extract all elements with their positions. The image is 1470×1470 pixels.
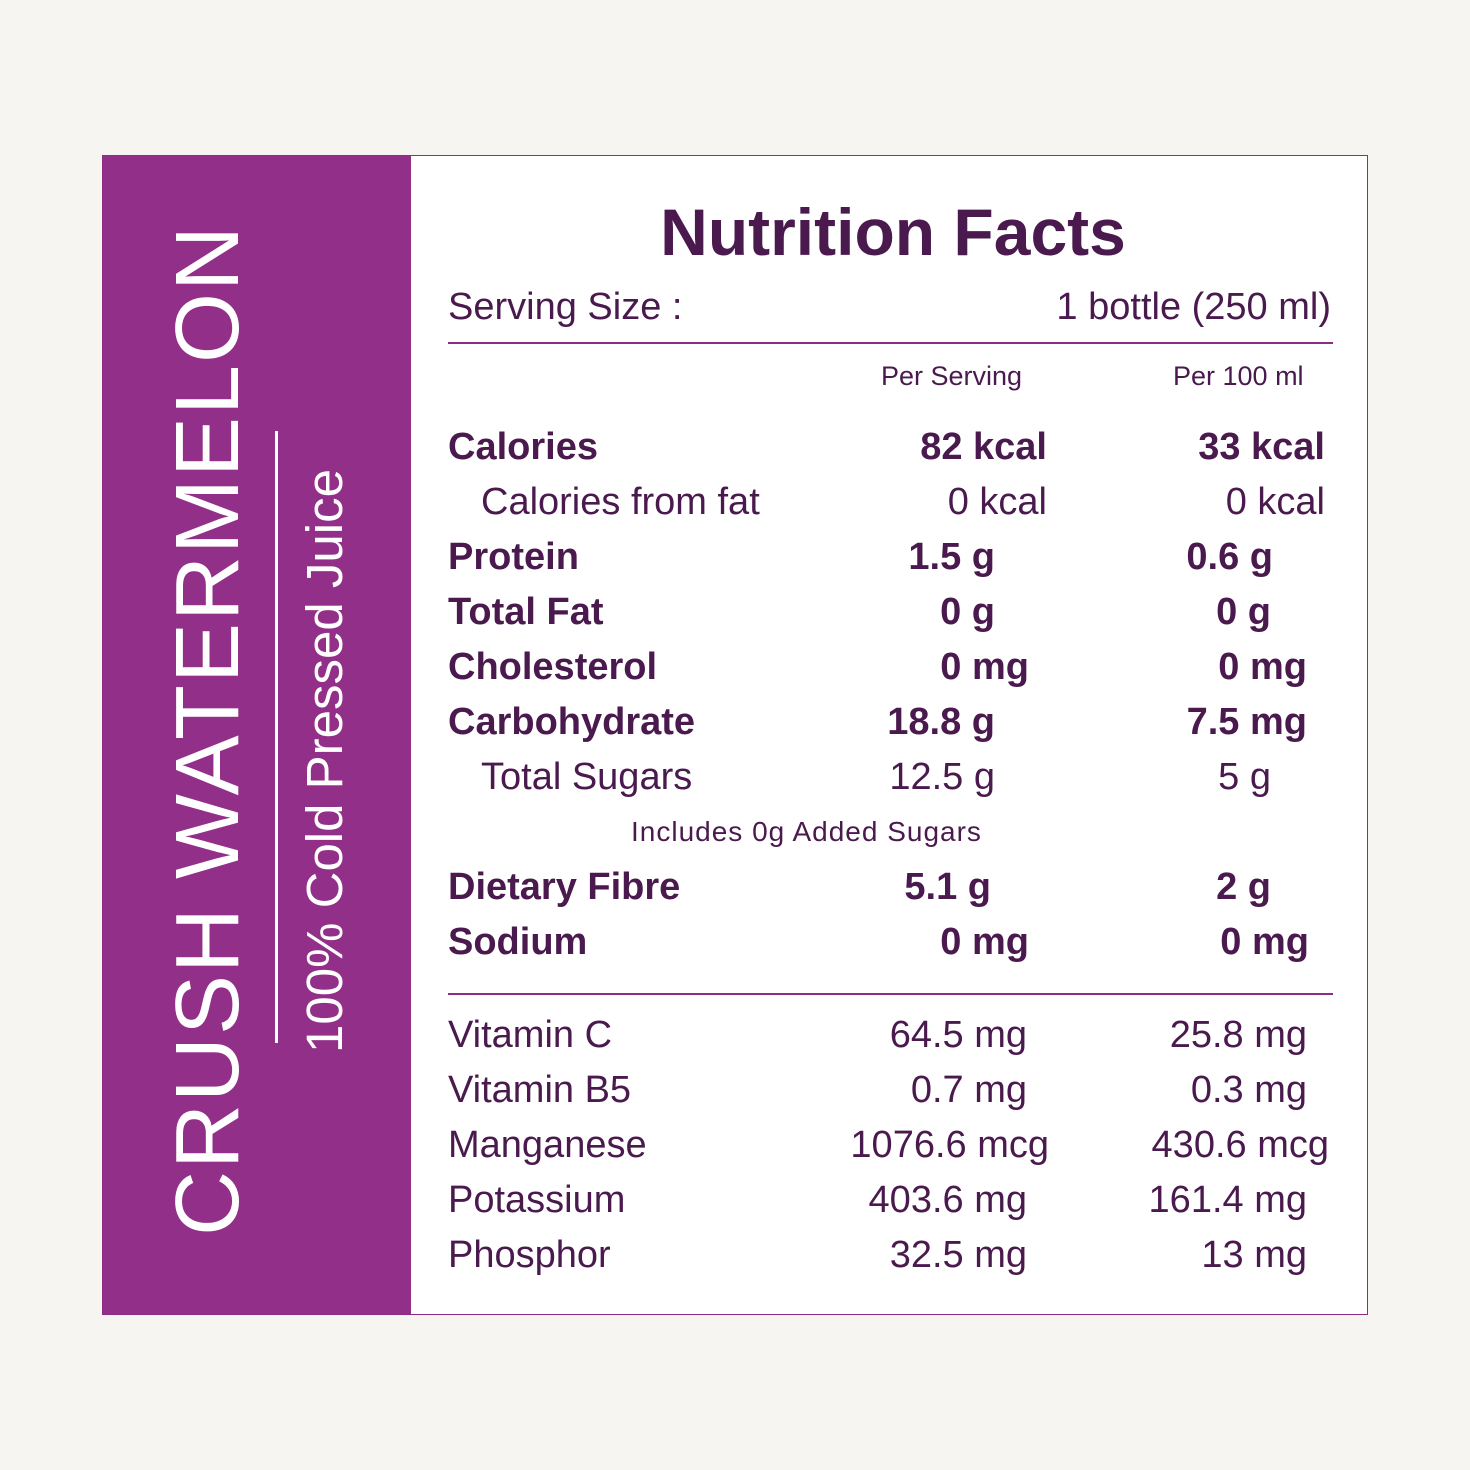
value-per-100ml: 0.6 g [1186, 536, 1273, 578]
value-per-serving: 0 mg [940, 646, 1029, 688]
value-per-serving: 0 g [940, 591, 995, 633]
value-per-100ml: 161.4 mg [1148, 1179, 1307, 1221]
vitamin-row-vitamin-c: Vitamin C 64.5 mg 25.8 mg [103, 1014, 1367, 1069]
brand-sidebar: CRUSH WATERMELON 100% Cold Pressed Juice [103, 156, 411, 1314]
nutrient-name: Sodium [448, 921, 588, 963]
serving-size-label: Serving Size : [448, 286, 683, 328]
nutrient-name: Cholesterol [448, 646, 658, 688]
value-per-serving: 0 mg [940, 921, 1029, 963]
nutrient-name: Dietary Fibre [448, 866, 681, 908]
value-per-100ml: 430.6 mcg [1151, 1124, 1329, 1166]
value-per-serving: 64.5 mg [889, 1014, 1027, 1056]
value-per-serving: 0.7 mg [910, 1069, 1027, 1111]
vitamin-name: Vitamin B5 [448, 1069, 632, 1111]
value-per-100ml: 25.8 mg [1169, 1014, 1307, 1056]
value-per-100ml: 0 g [1216, 591, 1271, 633]
value-per-100ml: 5 g [1218, 756, 1271, 798]
nutrient-row-dietary-fibre: Dietary Fibre 5.1 g 2 g [103, 866, 1367, 921]
value-per-100ml: 7.5 mg [1186, 701, 1307, 743]
nutrient-row-cholesterol: Cholesterol 0 mg 0 mg [103, 646, 1367, 701]
nutrient-name: Calories [448, 426, 598, 468]
column-header-per-serving: Per Serving [881, 361, 1023, 391]
value-per-serving: 1.5 g [908, 536, 995, 578]
vitamin-name: Phosphor [448, 1234, 611, 1276]
vitamin-name: Manganese [448, 1124, 647, 1166]
vitamin-name: Potassium [448, 1179, 626, 1221]
added-sugars-note: Includes 0g Added Sugars [631, 816, 982, 847]
value-per-100ml: 33 kcal [1198, 426, 1325, 468]
nutrient-row-carbohydrate: Carbohydrate 18.8 g 7.5 mg [103, 701, 1367, 756]
nutrient-row-calories: Calories 82 kcal 33 kcal [103, 426, 1367, 481]
label-title: Nutrition Facts [660, 195, 1126, 269]
nutrient-name: Total Sugars [481, 756, 693, 798]
column-header-per-100ml: Per 100 ml [1173, 361, 1304, 391]
vitamin-row-vitamin-b5: Vitamin B5 0.7 mg 0.3 mg [103, 1069, 1367, 1124]
nutrient-name: Protein [448, 536, 579, 578]
nutrient-row-protein: Protein 1.5 g 0.6 g [103, 536, 1367, 591]
value-per-100ml: 2 g [1216, 866, 1271, 908]
nutrient-name: Carbohydrate [448, 701, 696, 743]
nutrient-row-total-sugars: Total Sugars 12.5 g 5 g [103, 756, 1367, 811]
value-per-100ml: 0.3 mg [1190, 1069, 1307, 1111]
divider-vitamins [448, 993, 1333, 995]
value-per-100ml: 13 mg [1201, 1234, 1307, 1276]
serving-size-value: 1 bottle (250 ml) [1056, 286, 1331, 328]
nutrient-row-sodium: Sodium 0 mg 0 mg [103, 921, 1367, 976]
sidebar-divider [275, 431, 278, 1043]
vitamin-row-phosphor: Phosphor 32.5 mg 13 mg [103, 1234, 1367, 1289]
value-per-serving: 32.5 mg [889, 1234, 1027, 1276]
value-per-serving: 5.1 g [904, 866, 991, 908]
value-per-serving: 403.6 mg [868, 1179, 1027, 1221]
value-per-serving: 18.8 g [887, 701, 995, 743]
divider-top [448, 342, 1333, 344]
nutrient-row-total-fat: Total Fat 0 g 0 g [103, 591, 1367, 646]
value-per-serving: 82 kcal [920, 426, 1047, 468]
value-per-100ml: 0 mg [1220, 921, 1309, 963]
vitamin-row-potassium: Potassium 403.6 mg 161.4 mg [103, 1179, 1367, 1234]
value-per-serving: 0 kcal [947, 481, 1047, 523]
vitamin-row-manganese: Manganese 1076.6 mcg 430.6 mcg [103, 1124, 1367, 1179]
value-per-serving: 12.5 g [889, 756, 995, 798]
value-per-serving: 1076.6 mcg [850, 1124, 1049, 1166]
nutrient-row-calories-from-fat: Calories from fat 0 kcal 0 kcal [103, 481, 1367, 536]
value-per-100ml: 0 mg [1218, 646, 1307, 688]
nutrition-card: CRUSH WATERMELON 100% Cold Pressed Juice… [102, 155, 1368, 1315]
nutrient-name: Total Fat [448, 591, 604, 633]
nutrient-name: Calories from fat [481, 481, 760, 523]
value-per-100ml: 0 kcal [1225, 481, 1325, 523]
vitamin-name: Vitamin C [448, 1014, 613, 1056]
